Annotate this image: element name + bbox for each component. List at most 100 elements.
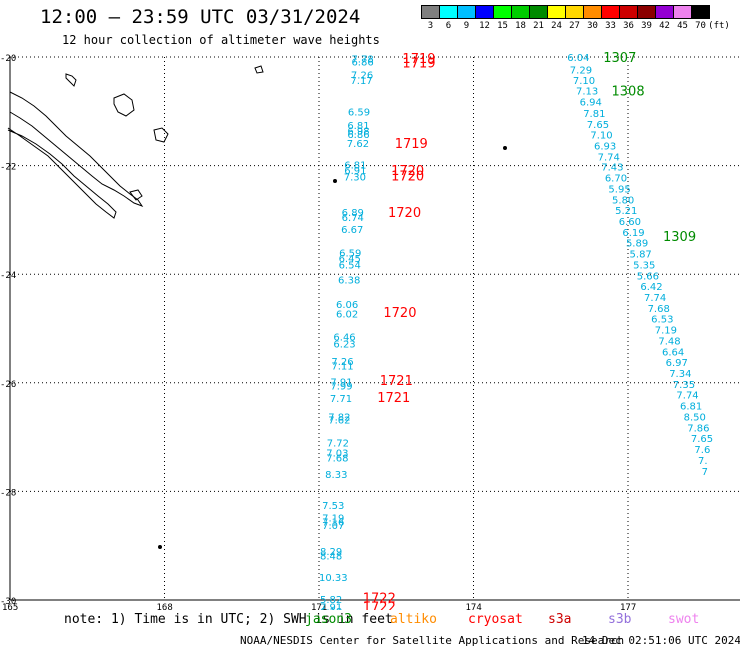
wave-height-value: 5.95 <box>608 184 630 195</box>
wave-height-value: 7.74 <box>644 293 666 304</box>
wave-height-value: 7.10 <box>573 76 595 87</box>
wave-height-value: 7.43 <box>601 163 623 174</box>
lifou-island <box>113 93 135 117</box>
wave-height-value: 6.64 <box>662 347 684 358</box>
lat-label: -28 <box>0 488 16 498</box>
new-caledonia-reef <box>7 127 117 219</box>
mare-island <box>153 127 169 143</box>
wave-height-value: 7.74 <box>598 152 620 163</box>
wave-height-value: 6.86 <box>347 130 369 141</box>
pass-number: 1308 <box>612 85 645 100</box>
wave-height-value: 8.29 <box>320 547 342 558</box>
wave-height-value: 7.29 <box>570 65 592 76</box>
colorbar-label: 30 <box>587 21 598 31</box>
islet-dot <box>333 179 337 183</box>
wave-height-value: 5.89 <box>626 239 648 250</box>
lon-label: 168 <box>157 603 173 610</box>
wave-height-value: 7.19 <box>322 513 344 524</box>
lon-label: 165 <box>2 603 18 610</box>
new-caledonia-coast <box>9 91 144 208</box>
wave-height-value: 6.74 <box>342 213 364 224</box>
wave-height-value: 7.07 <box>322 521 344 532</box>
map-grid <box>9 56 740 601</box>
colorbar-label: 6 <box>445 21 452 31</box>
wave-height-value: 7.53 <box>322 501 344 512</box>
wave-height-value: 5.21 <box>615 206 637 217</box>
pass-number: 1720 <box>388 206 421 221</box>
colorbar-label: 42 <box>659 21 670 31</box>
wave-height-value: 6.59 <box>339 248 361 259</box>
wave-height-value: 7.26 <box>331 357 353 368</box>
satellite-s3a: s3a <box>548 612 572 627</box>
wave-height-value: 7.65 <box>691 434 713 445</box>
wave-height-value: 7 <box>702 467 708 478</box>
lon-label: 177 <box>620 603 636 610</box>
colorbar-label: 39 <box>641 21 652 31</box>
wave-height-value: 7.62 <box>347 139 369 150</box>
lat-label: -24 <box>0 271 16 281</box>
pass-number: 1309 <box>663 230 696 245</box>
wave-height-value: 5.35 <box>633 260 655 271</box>
colorbar-label: 3 <box>427 21 434 31</box>
wave-height-value: 6.98 <box>347 126 369 137</box>
wave-height-value: 7.68 <box>326 454 348 465</box>
chart-title: 12:00 – 23:59 UTC 03/31/2024 <box>40 6 361 28</box>
wave-height-value: 6.02 <box>336 309 358 320</box>
pass-number: 1719 <box>402 52 435 67</box>
colorbar-label: 9 <box>463 21 470 31</box>
lat-label: -22 <box>0 163 16 173</box>
colorbar-label: 15 <box>497 21 508 31</box>
wave-height-value: 7.35 <box>673 380 695 391</box>
wave-height-value: 6.60 <box>619 217 641 228</box>
pass-number: 1719 <box>395 137 428 152</box>
wave-height-value: 6.38 <box>338 276 360 287</box>
walpole-island <box>254 65 264 74</box>
wave-height-value: 7.71 <box>330 394 352 405</box>
wave-height-value: 6.97 <box>666 358 688 369</box>
wave-height-value: 7.11 <box>331 361 353 372</box>
wave-height-value: 7.13 <box>576 87 598 98</box>
islet-dot <box>503 146 507 150</box>
wave-height-value: 7.10 <box>590 131 612 142</box>
colorbar-label: 24 <box>551 21 562 31</box>
colorbar-label: 45 <box>677 21 688 31</box>
footer-note: note: 1) Time is in UTC; 2) SWH is in fe… <box>64 612 393 627</box>
wave-height-value: 7.81 <box>583 109 605 120</box>
pass-number: 1720 <box>391 164 424 179</box>
colorbar-unit: (ft) <box>708 21 730 31</box>
lat-label: -20 <box>0 54 16 64</box>
pass-number: 1307 <box>603 51 636 66</box>
wave-height-value: 7.91 <box>320 603 342 610</box>
lat-label: -26 <box>0 380 16 390</box>
pass-number: 1722 <box>363 591 396 606</box>
wave-height-value: 6.91 <box>344 166 366 177</box>
wave-height-value: 7.6 <box>694 445 710 456</box>
wave-height-value: 6.45 <box>339 254 361 265</box>
satellite-jason3: jason3 <box>305 612 352 627</box>
wave-height-value: 6.89 <box>342 208 364 219</box>
wave-height-value: 7.62 <box>328 416 350 427</box>
wave-height-value: 5.80 <box>612 195 634 206</box>
wave-height-value: 5.87 <box>630 250 652 261</box>
lon-label: 174 <box>466 603 482 610</box>
colorbar-label: 33 <box>605 21 616 31</box>
wave-height-value: 7.16 <box>322 517 344 528</box>
wave-height-colorbar <box>421 5 710 19</box>
land-outlines <box>7 65 507 549</box>
altimeter-tracks: 7.786.867.267.176.596.816.986.867.626.81… <box>319 53 713 610</box>
wave-height-value: 8.50 <box>684 412 706 423</box>
credit-text: NOAA/NESDIS Center for Satellite Applica… <box>240 634 625 647</box>
satellite-s3b: s3b <box>608 612 632 627</box>
wave-height-value: 7.17 <box>350 76 372 87</box>
wave-height-value: 7.99 <box>330 382 352 393</box>
wave-height-value: 6.04 <box>567 53 589 64</box>
colorbar-label: 70 <box>695 21 706 31</box>
wave-height-value: 7.19 <box>655 326 677 337</box>
wave-height-value: 10.33 <box>319 573 348 584</box>
wave-height-value: 6.06 <box>336 300 358 311</box>
loyalty-islet <box>129 189 143 201</box>
wave-height-value: 6.53 <box>651 315 673 326</box>
colorbar-label: 18 <box>515 21 526 31</box>
wave-height-value: 7.78 <box>351 55 373 66</box>
